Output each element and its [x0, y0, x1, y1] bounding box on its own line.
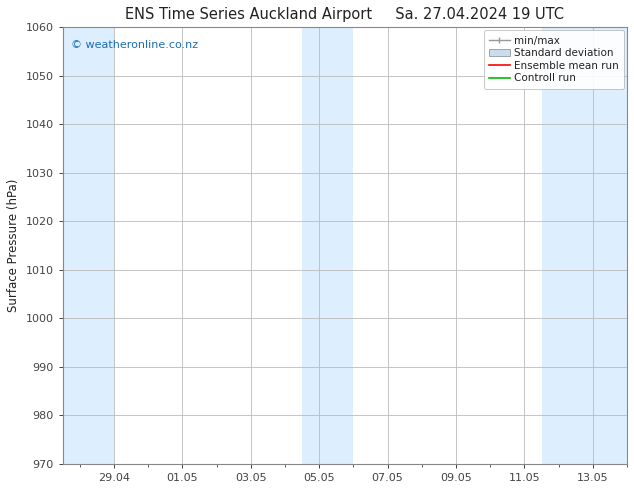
Bar [541, 27, 627, 464]
Bar [302, 27, 353, 464]
Y-axis label: Surface Pressure (hPa): Surface Pressure (hPa) [7, 179, 20, 312]
Title: ENS Time Series Auckland Airport     Sa. 27.04.2024 19 UTC: ENS Time Series Auckland Airport Sa. 27.… [126, 7, 564, 22]
Legend: min/max, Standard deviation, Ensemble mean run, Controll run: min/max, Standard deviation, Ensemble me… [484, 30, 624, 89]
Bar [63, 27, 114, 464]
Text: © weatheronline.co.nz: © weatheronline.co.nz [71, 40, 198, 50]
